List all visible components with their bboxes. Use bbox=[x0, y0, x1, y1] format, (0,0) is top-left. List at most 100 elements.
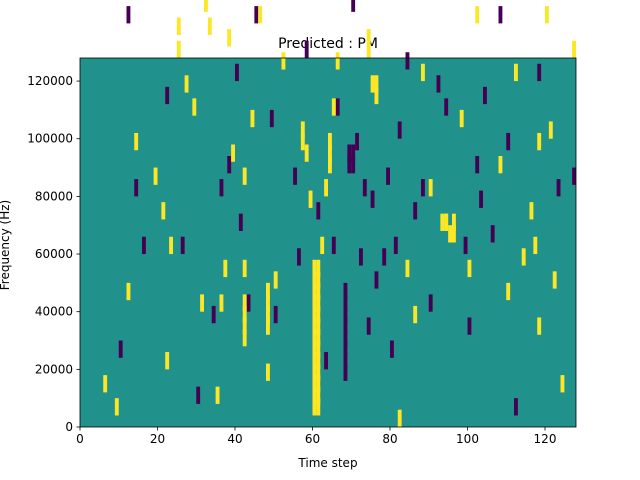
heatmap-cell-low bbox=[142, 236, 146, 255]
heatmap-cell-low bbox=[421, 179, 425, 197]
heatmap-cell-high bbox=[316, 317, 321, 335]
heatmap-cell-high bbox=[273, 271, 278, 289]
heatmap-cell-high bbox=[328, 144, 332, 162]
heatmap-cell-high bbox=[459, 109, 464, 128]
heatmap-cell-high bbox=[312, 363, 317, 381]
heatmap-cell-high bbox=[440, 213, 445, 231]
heatmap-cell-high bbox=[258, 6, 263, 24]
heatmap-cell-high bbox=[200, 294, 204, 312]
heatmap-cell-high bbox=[506, 282, 511, 301]
heatmap-cell-high bbox=[428, 179, 433, 197]
heatmap-cell-high bbox=[572, 40, 576, 58]
heatmap-cell-low bbox=[343, 352, 348, 370]
heatmap-cell-high bbox=[316, 363, 321, 381]
heatmap-cell-low bbox=[273, 305, 278, 324]
heatmap-cell-high bbox=[316, 328, 321, 347]
heatmap-cell-low bbox=[351, 0, 356, 12]
heatmap-cell-high bbox=[548, 121, 553, 139]
heatmap-cell-high bbox=[207, 17, 212, 35]
heatmap-cell-high bbox=[266, 282, 270, 301]
heatmap-cell-low bbox=[343, 305, 348, 324]
heatmap-cell-low bbox=[343, 282, 348, 301]
heatmap-cell-high bbox=[242, 259, 247, 278]
heatmap-cell-high bbox=[545, 6, 549, 24]
heatmap-cell-high bbox=[421, 63, 425, 82]
heatmap-cell-high bbox=[300, 132, 305, 151]
heatmap-cell-high bbox=[300, 121, 305, 139]
heatmap-cell-low bbox=[134, 179, 139, 197]
heatmap-cell-low bbox=[537, 63, 542, 82]
heatmap-cell-low bbox=[316, 202, 321, 220]
heatmap-cell-low bbox=[351, 144, 356, 162]
heatmap-cell-high bbox=[316, 259, 321, 278]
heatmap-cell-high bbox=[242, 305, 247, 324]
heatmap-cell-low bbox=[362, 179, 367, 197]
heatmap-cell-high bbox=[312, 328, 317, 347]
heatmap-cell-high bbox=[308, 190, 313, 208]
heatmap-cell-low bbox=[347, 156, 352, 174]
heatmap-cell-high bbox=[366, 29, 371, 47]
heatmap-cell-high bbox=[448, 225, 452, 243]
y-axis: 0 20000 40000 60000 80000 100000 120000 bbox=[27, 74, 80, 434]
heatmap-cell-low bbox=[246, 294, 251, 312]
heatmap-cell-high bbox=[169, 236, 173, 255]
heatmap-cell-low bbox=[397, 121, 402, 139]
heatmap-cell-high bbox=[231, 144, 235, 162]
heatmap-cell-high bbox=[370, 75, 375, 93]
heatmap-cell-high bbox=[312, 294, 317, 312]
heatmap-cell-low bbox=[506, 132, 511, 151]
plot-area bbox=[79, 0, 577, 428]
heatmap-cell-high bbox=[405, 259, 410, 278]
heatmap-cell-high bbox=[521, 248, 526, 266]
heatmap-cell-high bbox=[215, 386, 220, 404]
heatmap-cell-high bbox=[312, 375, 317, 393]
heatmap-cell-low bbox=[269, 109, 274, 128]
heatmap-cell-high bbox=[316, 305, 321, 324]
heatmap-cell-high bbox=[312, 386, 317, 404]
heatmap-cell-low bbox=[343, 328, 348, 347]
heatmap-cell-low bbox=[343, 317, 348, 335]
heatmap-cell-high bbox=[316, 340, 321, 358]
heatmap-cell-high bbox=[316, 271, 321, 289]
heatmap-cell-high bbox=[266, 294, 270, 312]
heatmap-cell-low bbox=[351, 156, 356, 174]
x-tick-label: 100 bbox=[456, 432, 479, 446]
heatmap-cell-high bbox=[281, 52, 286, 70]
heatmap-cell-low bbox=[475, 156, 480, 174]
heatmap-cell-high bbox=[242, 328, 247, 347]
heatmap-cell-low bbox=[347, 144, 352, 162]
heatmap-cell-low bbox=[343, 363, 348, 381]
heatmap-cell-high bbox=[560, 375, 565, 393]
heatmap-background bbox=[80, 58, 576, 427]
y-tick-label: 100000 bbox=[27, 132, 73, 146]
y-tick-label: 20000 bbox=[35, 362, 73, 376]
heatmap-cell-low bbox=[196, 386, 201, 404]
heatmap-cell-high bbox=[242, 167, 247, 185]
heatmap-cell-high bbox=[529, 202, 534, 220]
chart-title: Predicted : PM bbox=[278, 36, 378, 52]
heatmap-cell-low bbox=[498, 6, 503, 24]
heatmap-cell-low bbox=[366, 317, 371, 335]
heatmap-cell-high bbox=[413, 305, 418, 324]
heatmap-cell-high bbox=[316, 398, 321, 416]
y-tick-label: 60000 bbox=[35, 247, 73, 261]
heatmap-cell-high bbox=[114, 398, 119, 416]
heatmap-cell-high bbox=[223, 259, 228, 278]
heatmap-cell-low bbox=[490, 225, 495, 243]
heatmap-cell-high bbox=[266, 317, 270, 335]
heatmap-cell-high bbox=[452, 213, 456, 231]
heatmap-cell-high bbox=[266, 363, 270, 381]
heatmap-cell-low bbox=[390, 340, 394, 358]
heatmap-cell-high bbox=[312, 398, 317, 416]
heatmap-cell-high bbox=[374, 75, 379, 93]
x-tick-label: 0 bbox=[76, 432, 84, 446]
heatmap-cell-high bbox=[467, 259, 472, 278]
heatmap-cell-low bbox=[370, 190, 375, 208]
heatmap-cell-high bbox=[312, 305, 317, 324]
heatmap-cell-high bbox=[312, 340, 317, 358]
heatmap-cell-low bbox=[386, 167, 390, 185]
heatmap-cell-low bbox=[436, 75, 441, 93]
heatmap-cell-high bbox=[312, 282, 317, 301]
heatmap-cell-low bbox=[126, 6, 131, 24]
